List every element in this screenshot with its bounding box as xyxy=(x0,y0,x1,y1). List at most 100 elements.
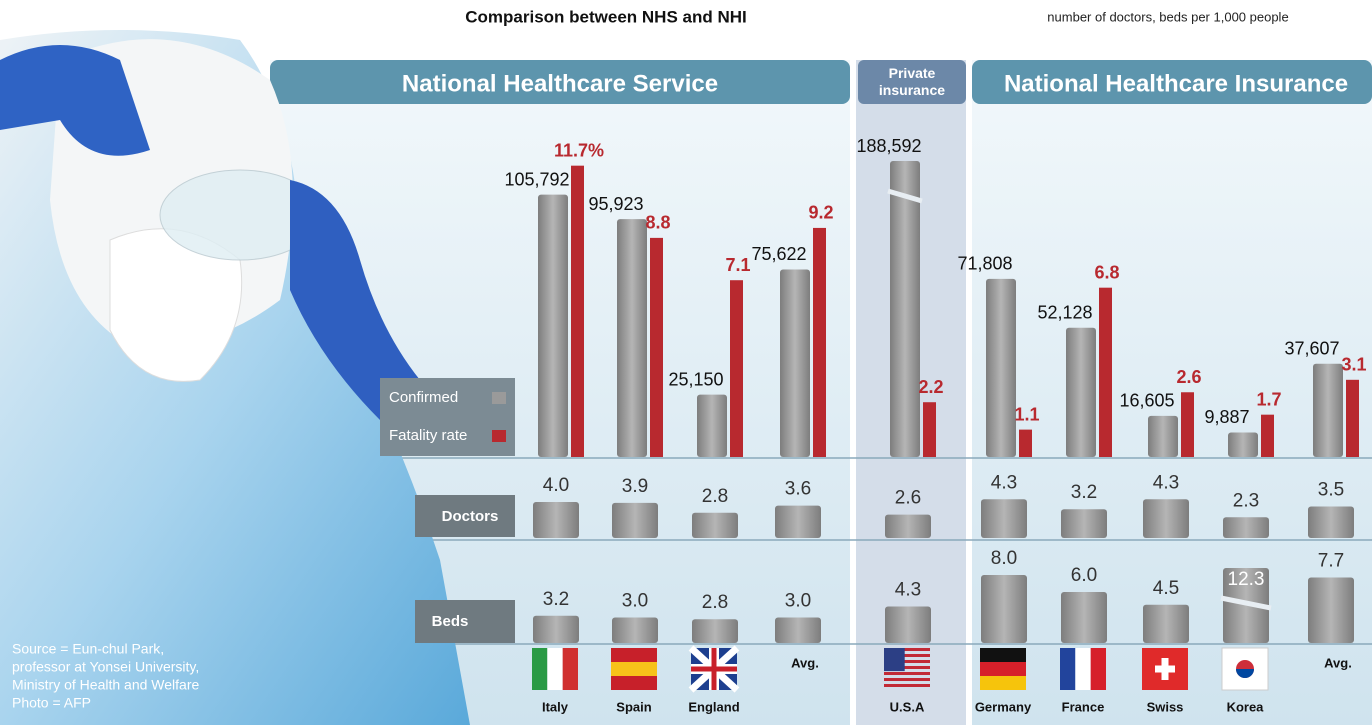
value-label: 8.8 xyxy=(645,213,670,233)
category-label: France xyxy=(1062,699,1105,714)
flag xyxy=(980,648,1026,690)
value-label: 8.0 xyxy=(991,548,1017,569)
flag xyxy=(688,645,740,693)
flag-cross xyxy=(691,648,737,690)
flag xyxy=(532,648,578,690)
bar xyxy=(1308,506,1354,538)
bar xyxy=(692,619,738,643)
flag-stripe xyxy=(611,648,657,662)
bar xyxy=(1148,415,1178,457)
value-label: 71,808 xyxy=(957,254,1012,274)
category-label: Avg. xyxy=(1324,655,1352,670)
bar xyxy=(1143,604,1189,643)
chart-subtitle: number of doctors, beds per 1,000 people xyxy=(1047,9,1288,24)
value-label: 4.3 xyxy=(991,472,1017,493)
category-label: Avg. xyxy=(791,655,819,670)
value-label: 1.1 xyxy=(1014,404,1039,424)
value-label: 4.3 xyxy=(895,579,921,600)
bar xyxy=(533,502,579,538)
category-label: Korea xyxy=(1227,699,1265,714)
bar-break xyxy=(1220,595,1272,611)
bar xyxy=(981,499,1027,538)
flag-stripe xyxy=(884,666,930,669)
flag-stripe xyxy=(1060,648,1076,690)
bar xyxy=(1066,327,1096,457)
bar xyxy=(780,269,810,457)
bar xyxy=(1313,363,1343,457)
value-label: 4.3 xyxy=(1153,472,1179,493)
bar xyxy=(730,280,743,457)
bar xyxy=(775,505,821,538)
bar xyxy=(986,278,1016,457)
flag-canton xyxy=(884,648,905,672)
value-label: 3.6 xyxy=(785,479,811,500)
value-label: 4.0 xyxy=(543,475,569,496)
bar xyxy=(1308,577,1354,643)
bar xyxy=(890,161,920,457)
bar xyxy=(612,617,658,643)
value-label: 2.6 xyxy=(895,488,921,509)
flag xyxy=(1142,648,1188,690)
bar xyxy=(697,394,727,457)
value-label: 52,128 xyxy=(1037,302,1092,322)
value-label: 7.7 xyxy=(1318,551,1344,572)
flag-stripe xyxy=(980,662,1026,676)
bar-break xyxy=(887,188,923,204)
bar xyxy=(1099,287,1112,457)
private-header xyxy=(858,60,966,104)
nhs-header xyxy=(270,60,850,104)
bar xyxy=(612,502,658,538)
bar xyxy=(1061,509,1107,538)
bar xyxy=(923,402,936,457)
flag-stripe xyxy=(562,648,578,690)
bar xyxy=(617,219,647,457)
bar xyxy=(571,165,584,458)
bar xyxy=(885,606,931,643)
value-label: 2.2 xyxy=(918,377,943,397)
flag-stripe xyxy=(980,676,1026,690)
flag xyxy=(884,648,930,687)
category-label: U.S.A xyxy=(890,699,925,714)
panel-label: Beds xyxy=(432,613,469,630)
flag-stripe xyxy=(884,684,930,687)
bar xyxy=(981,575,1027,643)
value-label: 3.2 xyxy=(543,589,569,610)
bar xyxy=(1223,517,1269,538)
bar xyxy=(1143,499,1189,538)
flag-stripe xyxy=(980,648,1026,662)
value-label: 11.7% xyxy=(554,140,604,160)
group-header: Private insurance xyxy=(879,65,945,98)
flag-stripe xyxy=(884,654,930,657)
flag-stripe xyxy=(611,662,657,676)
nhi-header xyxy=(972,60,1372,104)
category-label: Spain xyxy=(616,699,651,714)
legend-label: Confirmed xyxy=(389,389,458,406)
flag xyxy=(1221,647,1269,691)
value-label: 4.5 xyxy=(1153,578,1179,599)
bar xyxy=(533,615,579,643)
flag-stripe xyxy=(1090,648,1106,690)
group-header: National Healthcare Service xyxy=(402,70,718,97)
bar xyxy=(1261,414,1274,457)
flag xyxy=(611,648,657,690)
value-label: 2.8 xyxy=(702,486,728,507)
bar xyxy=(650,237,663,457)
value-label: 105,792 xyxy=(504,169,569,189)
value-label: 25,150 xyxy=(668,369,723,389)
label-box xyxy=(415,600,515,643)
bar xyxy=(1346,379,1359,457)
bar xyxy=(1019,429,1032,457)
category-label: Germany xyxy=(975,699,1032,714)
flag-stripe xyxy=(884,648,930,651)
value-label: 1.7 xyxy=(1256,389,1281,409)
panel-label: Doctors xyxy=(442,508,499,525)
legend-box xyxy=(380,378,515,456)
legend-swatch xyxy=(492,392,506,404)
value-label: 3.0 xyxy=(785,591,811,612)
source-note: professor at Yonsei University, xyxy=(12,659,199,675)
label-box xyxy=(415,495,515,537)
chart-title: Comparison between NHS and NHI xyxy=(465,7,746,26)
value-label: 3.1 xyxy=(1341,355,1366,375)
flag-stripe xyxy=(1075,648,1091,690)
